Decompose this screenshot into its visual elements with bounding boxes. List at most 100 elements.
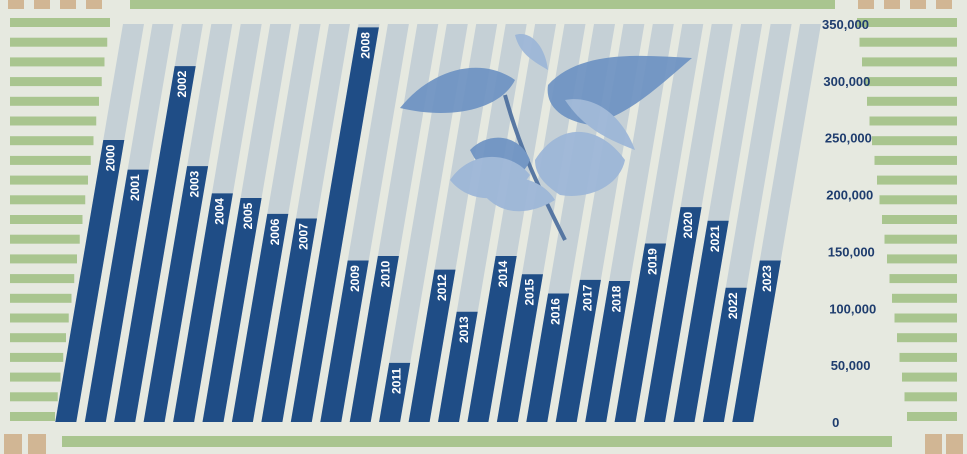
bar-label-2014: 2014 [496,260,510,287]
bar-2021 [673,220,729,422]
corner-tile [884,0,900,9]
bar-2017 [555,279,601,422]
right-border-stripe [887,254,957,264]
bar-2004 [173,193,233,422]
right-border-stripe [857,18,957,27]
right-border-stripe [904,392,957,402]
left-border-stripe [10,215,83,224]
plant-stem [503,94,567,241]
bar-label-2022: 2022 [726,292,740,319]
bar-2018 [585,281,631,422]
bar-2012 [408,269,456,422]
right-border-stripe [897,333,957,343]
right-border-stripe [884,234,957,244]
bar-label-2018: 2018 [610,285,624,312]
corner-tile [4,434,22,454]
right-border-stripe [902,372,957,382]
left-border-stripe [10,313,69,323]
bar-label-2000: 2000 [104,144,118,171]
bar-2010 [349,256,399,422]
bar-2014 [467,256,517,422]
bar-label-2006: 2006 [268,218,282,245]
bar-2019 [614,243,666,422]
left-border-stripe [10,352,64,362]
bar-label-2019: 2019 [645,248,659,275]
right-border-stripe [907,412,957,421]
top-border-stripe [130,0,835,9]
bar-2015 [496,274,543,422]
y-tick-label: 250,000 [825,131,872,146]
corner-tile [60,0,76,9]
right-border-stripe [882,215,957,224]
y-tick-label: 200,000 [826,188,873,203]
right-border-stripe [877,175,957,185]
left-border-stripe [10,175,88,185]
bar-label-2003: 2003 [188,170,202,197]
plant-leaf [480,177,555,212]
plant-leaf [515,34,548,70]
corner-tile [86,0,102,9]
bar-label-2021: 2021 [708,225,722,252]
bar-2000 [55,140,125,422]
bar-label-2020: 2020 [681,211,695,238]
bar-label-2012: 2012 [435,274,449,301]
right-border-stripe [874,155,957,165]
bar-2005 [202,198,262,422]
bar-chart: 2000 2001 2002 2003 2004 2005 2006 2007 2008 2009… [55,17,876,430]
corner-tile [936,0,952,9]
bar-label-2013: 2013 [457,316,471,343]
plant-leaf [535,131,625,196]
bar-2001 [84,169,149,422]
left-border-stripe [10,96,99,106]
left-border-stripe [10,116,97,126]
right-border-stripe [889,274,957,284]
corner-tile [34,0,50,9]
bar-2006 [231,213,289,422]
bar-2009 [320,260,369,422]
left-border-stripe [10,274,75,284]
bar-2011 [379,362,411,422]
left-border-stripe [10,18,110,27]
bar-label-2005: 2005 [241,202,255,229]
bar-label-2017: 2017 [580,284,594,311]
left-border-stripe [10,412,55,421]
bar-track [379,24,468,422]
y-tick-label: 150,000 [828,244,875,259]
bar-label-2008: 2008 [358,32,372,59]
left-border-stripe [10,234,80,244]
bar-label-2009: 2009 [348,265,362,292]
bar-label-2007: 2007 [296,223,310,250]
bar-2007 [261,218,317,422]
y-tick-label: 100,000 [829,301,876,316]
bar-2022 [702,287,747,422]
plant-leaf [400,67,515,113]
bar-label-2023: 2023 [760,265,774,292]
right-border-stripe [894,313,957,323]
bar-2008 [290,27,379,423]
left-border-stripe [10,372,61,382]
left-border-stripe [10,293,72,303]
left-border-stripe [10,195,86,205]
y-tick-label: 350,000 [822,17,869,32]
right-border-stripe [879,195,957,205]
corner-tile [925,434,942,454]
corner-tile [946,434,963,454]
left-border-stripe [10,392,58,402]
left-border-stripe [10,57,105,67]
background-decoration [4,0,963,454]
bottom-border-stripe [62,436,892,447]
bar-2016 [526,293,570,422]
left-border-stripe [10,77,102,87]
right-border-stripe [892,293,957,303]
plant-leaf [565,99,635,150]
left-border-stripe [10,37,108,47]
plant-illustration [400,34,692,241]
bar-label-2004: 2004 [212,198,226,225]
bar-2020 [644,207,702,422]
corner-tile [28,434,46,454]
y-tick-label: 0 [832,415,839,430]
bar-label-2002: 2002 [175,70,189,97]
right-border-stripe [869,116,957,126]
bar-label-2010: 2010 [378,260,392,287]
